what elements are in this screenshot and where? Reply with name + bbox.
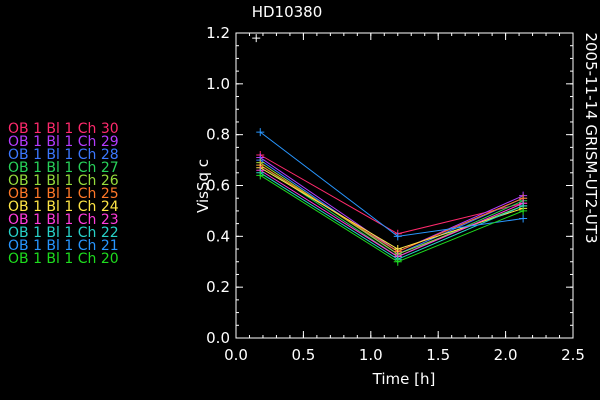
y-tick-label: 0.8 <box>206 126 230 144</box>
series-5 <box>256 161 528 256</box>
legend-entry: OB 1 Bl 1 Ch 24 <box>8 199 119 215</box>
chart-title: HD10380 <box>252 3 323 21</box>
data-point <box>519 214 528 223</box>
series-0 <box>256 151 528 238</box>
series-10 <box>256 171 528 266</box>
y-tick-label: 0.4 <box>206 227 230 245</box>
y-axis-label: VisSq c <box>194 159 212 213</box>
series-line <box>260 167 524 250</box>
data-point <box>519 206 528 215</box>
legend-entry: OB 1 Bl 1 Ch 30 <box>8 121 119 137</box>
series-layer <box>252 34 528 266</box>
data-point <box>393 232 402 241</box>
legend-entry: OB 1 Bl 1 Ch 26 <box>8 173 119 189</box>
legend-entry: OB 1 Bl 1 Ch 28 <box>8 147 119 163</box>
series-2 <box>256 156 528 259</box>
series-line <box>259 164 524 258</box>
series-4 <box>256 158 528 259</box>
data-point <box>393 257 402 266</box>
axis-ticks: 0.0 0.5 1.0 1.5 2.0 2.5 0.0 0.2 0.4 0.6 0.8 1.0 1.2 <box>206 24 585 364</box>
x-tick-label: 2.5 <box>561 346 585 364</box>
legend-entry: OB 1 Bl 1 Ch 29 <box>8 134 119 150</box>
legend-entry: OB 1 Bl 1 Ch 21 <box>8 238 119 254</box>
series-line <box>260 154 524 235</box>
x-tick-label: 1.5 <box>426 346 450 364</box>
x-tick-label: 2.0 <box>494 346 518 364</box>
series-line <box>259 162 524 255</box>
y-tick-label: 0.0 <box>206 329 230 347</box>
plot-frame <box>235 32 574 339</box>
legend-entry: OB 1 Bl 1 Ch 22 <box>8 225 119 241</box>
marker-point <box>252 34 261 43</box>
legend-entry: OB 1 Bl 1 Ch 20 <box>8 251 119 267</box>
x-tick-label: 0.0 <box>224 346 248 364</box>
x-tick-label: 0.5 <box>291 346 315 364</box>
side-label: 2005-11-14 GRISM-UT2-UT3 <box>582 32 600 243</box>
data-point <box>393 245 402 254</box>
y-tick-label: 0.2 <box>206 278 230 296</box>
series-1 <box>256 153 528 256</box>
y-tick-label: 1.2 <box>206 24 230 42</box>
x-axis-label: Time [h] <box>372 370 436 388</box>
x-tick-label: 1.0 <box>359 346 383 364</box>
legend-entry: OB 1 Bl 1 Ch 23 <box>8 212 119 228</box>
series-9 <box>256 128 528 241</box>
legend-entry: OB 1 Bl 1 Ch 25 <box>8 186 119 202</box>
legend-entry: OB 1 Bl 1 Ch 27 <box>8 160 119 176</box>
y-tick-label: 0.6 <box>206 177 230 195</box>
series-6 <box>256 163 528 254</box>
data-point <box>256 171 265 180</box>
y-tick-label: 1.0 <box>206 75 230 93</box>
series-line <box>259 157 524 253</box>
series-line <box>259 159 524 255</box>
data-point <box>256 128 265 137</box>
